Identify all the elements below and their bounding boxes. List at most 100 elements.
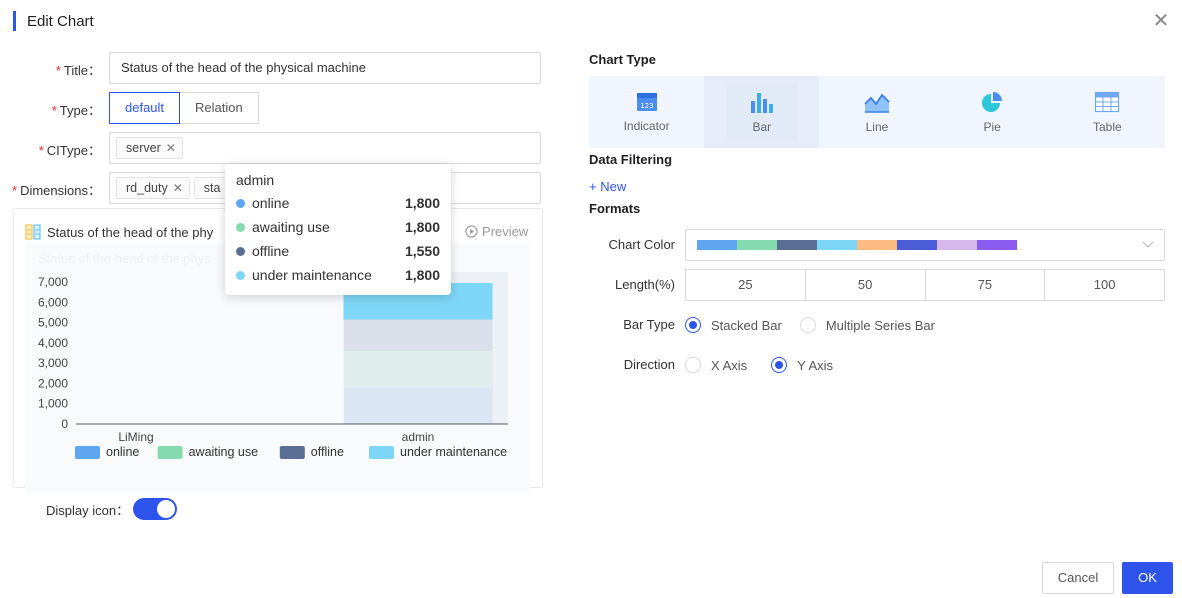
title-input-value: Status of the head of the physical machi… (121, 60, 366, 75)
length-option[interactable]: 50 (805, 269, 926, 301)
bar-segment (343, 319, 493, 351)
y-tick-label: 4,000 (38, 336, 68, 350)
legend-dot-icon (236, 198, 245, 208)
y-tick-label: 5,000 (38, 316, 68, 330)
chevron-down-icon (1142, 241, 1154, 248)
chart-widget-icon (25, 224, 41, 240)
tag-remove-icon[interactable]: ✕ (165, 141, 176, 155)
bar-segment (343, 387, 493, 424)
chart-type-title: Chart Type (589, 52, 656, 67)
chart-faded-title: Status of the head of the phys (38, 251, 211, 266)
type-segmented: default Relation (109, 92, 259, 124)
legend-dot-icon (236, 246, 245, 256)
type-label: * Type： (51, 103, 101, 118)
legend-swatch (75, 446, 100, 459)
palette-swatch (977, 240, 1017, 250)
radio-stacked-bar[interactable]: Stacked Bar (685, 317, 782, 333)
legend-dot-icon (236, 270, 245, 280)
tooltip-title: admin (236, 172, 275, 188)
bar-segment (343, 350, 493, 388)
citype-select[interactable]: server ✕ (109, 132, 541, 164)
x-tick-label: LiMing (118, 430, 153, 444)
direction-radio-group: X Axis Y Axis (685, 357, 833, 373)
pie-chart-icon (982, 92, 1003, 112)
chart-type-table[interactable]: Table (1050, 76, 1165, 148)
legend-dot-icon (236, 222, 245, 232)
dialog-header: Edit Chart (13, 10, 94, 32)
legend-label: awaiting use (189, 445, 259, 459)
palette-swatch (737, 240, 777, 250)
bar-chart: 0 1,000 2,000 3,000 4,000 5,000 6,000 7,000 LiMi… (38, 272, 508, 459)
legend-swatch (157, 446, 183, 459)
preview-header: Status of the head of the phy (25, 224, 213, 240)
display-icon-label: Display icon： (46, 503, 130, 518)
dialog-title: Edit Chart (27, 12, 94, 30)
dimension-tag: rd_duty ✕ (116, 177, 190, 199)
display-icon-toggle[interactable] (133, 498, 177, 520)
dimension-tag: sta (193, 177, 228, 199)
y-tick-label: 3,000 (38, 356, 68, 370)
chart-color-select[interactable] (685, 229, 1165, 261)
tooltip-row: online 1,800 (236, 191, 440, 215)
preview-chart-title: Status of the head of the phy (47, 224, 214, 240)
radio-x-axis[interactable]: X Axis (685, 357, 747, 373)
legend-swatch (369, 446, 394, 459)
y-tick-label: 0 (61, 417, 68, 431)
ok-button[interactable]: OK (1122, 562, 1173, 594)
chart-type-picker: 123 Indicator Bar Line (589, 76, 1165, 148)
radio-y-axis[interactable]: Y Axis (771, 357, 833, 373)
y-tick-label: 2,000 (38, 376, 68, 390)
title-accent-bar (13, 11, 16, 31)
bar-chart-icon (750, 93, 773, 113)
bar-type-radio-group: Stacked Bar Multiple Series Bar (685, 317, 935, 333)
tooltip-row: under maintenance 1,800 (236, 263, 440, 287)
tag-remove-icon[interactable]: ✕ (172, 181, 183, 195)
chart-type-line[interactable]: Line (819, 76, 934, 148)
y-tick-label: 1,000 (38, 397, 68, 411)
color-palette-preview (697, 240, 1017, 250)
legend-label: under maintenance (400, 445, 507, 459)
table-icon (1095, 91, 1120, 113)
line-chart-icon (864, 93, 890, 113)
play-circle-icon (465, 225, 478, 238)
dimensions-label: * Dimensions： (12, 183, 101, 198)
indicator-icon: 123 (636, 93, 657, 111)
tooltip-row: awaiting use 1,800 (236, 215, 440, 239)
citype-tag: server ✕ (116, 137, 183, 159)
length-label: Length(%) (615, 277, 675, 292)
type-option-relation[interactable]: Relation (180, 92, 259, 124)
length-option[interactable]: 75 (925, 269, 1046, 301)
add-filter-link[interactable]: + New (589, 179, 627, 194)
legend-swatch (279, 446, 305, 459)
direction-label: Direction (623, 357, 675, 372)
formats-title: Formats (589, 201, 641, 216)
length-option[interactable]: 100 (1045, 269, 1165, 301)
legend-label: offline (311, 445, 344, 459)
legend-label: online (106, 445, 139, 459)
length-option[interactable]: 25 (685, 269, 806, 301)
chart-type-indicator[interactable]: 123 Indicator (589, 76, 704, 148)
y-tick-label: 6,000 (38, 295, 68, 309)
cancel-button[interactable]: Cancel (1042, 562, 1114, 594)
palette-swatch (777, 240, 817, 250)
data-filtering-title: Data Filtering (589, 152, 673, 167)
palette-swatch (937, 240, 977, 250)
type-option-default[interactable]: default (109, 92, 181, 124)
svg-text:123: 123 (640, 102, 653, 110)
palette-swatch (817, 240, 857, 250)
title-input[interactable]: Status of the head of the physical machi… (109, 52, 541, 84)
chart-tooltip: admin online 1,800 awaiting use 1,800 of… (225, 164, 451, 295)
close-icon[interactable]: ✕ (1152, 10, 1170, 32)
chart-color-label: Chart Color (608, 237, 675, 252)
bar-type-label: Bar Type (623, 317, 675, 332)
y-tick-label: 7,000 (38, 275, 68, 289)
chart-type-pie[interactable]: Pie (935, 76, 1050, 148)
toggle-knob (157, 500, 175, 518)
preview-button[interactable]: Preview (465, 224, 528, 239)
title-label: * Title： (55, 63, 101, 78)
x-tick-label: admin (402, 430, 435, 444)
radio-multiple-series-bar[interactable]: Multiple Series Bar (799, 317, 935, 333)
palette-swatch (897, 240, 937, 250)
chart-type-bar[interactable]: Bar (704, 76, 820, 148)
length-segmented: 25 50 75 100 (685, 269, 1165, 301)
